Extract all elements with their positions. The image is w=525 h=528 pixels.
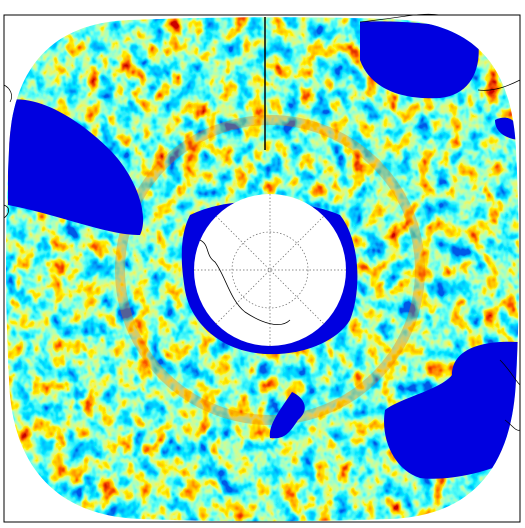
page xyxy=(0,0,525,528)
map xyxy=(0,0,525,528)
field xyxy=(0,0,525,528)
